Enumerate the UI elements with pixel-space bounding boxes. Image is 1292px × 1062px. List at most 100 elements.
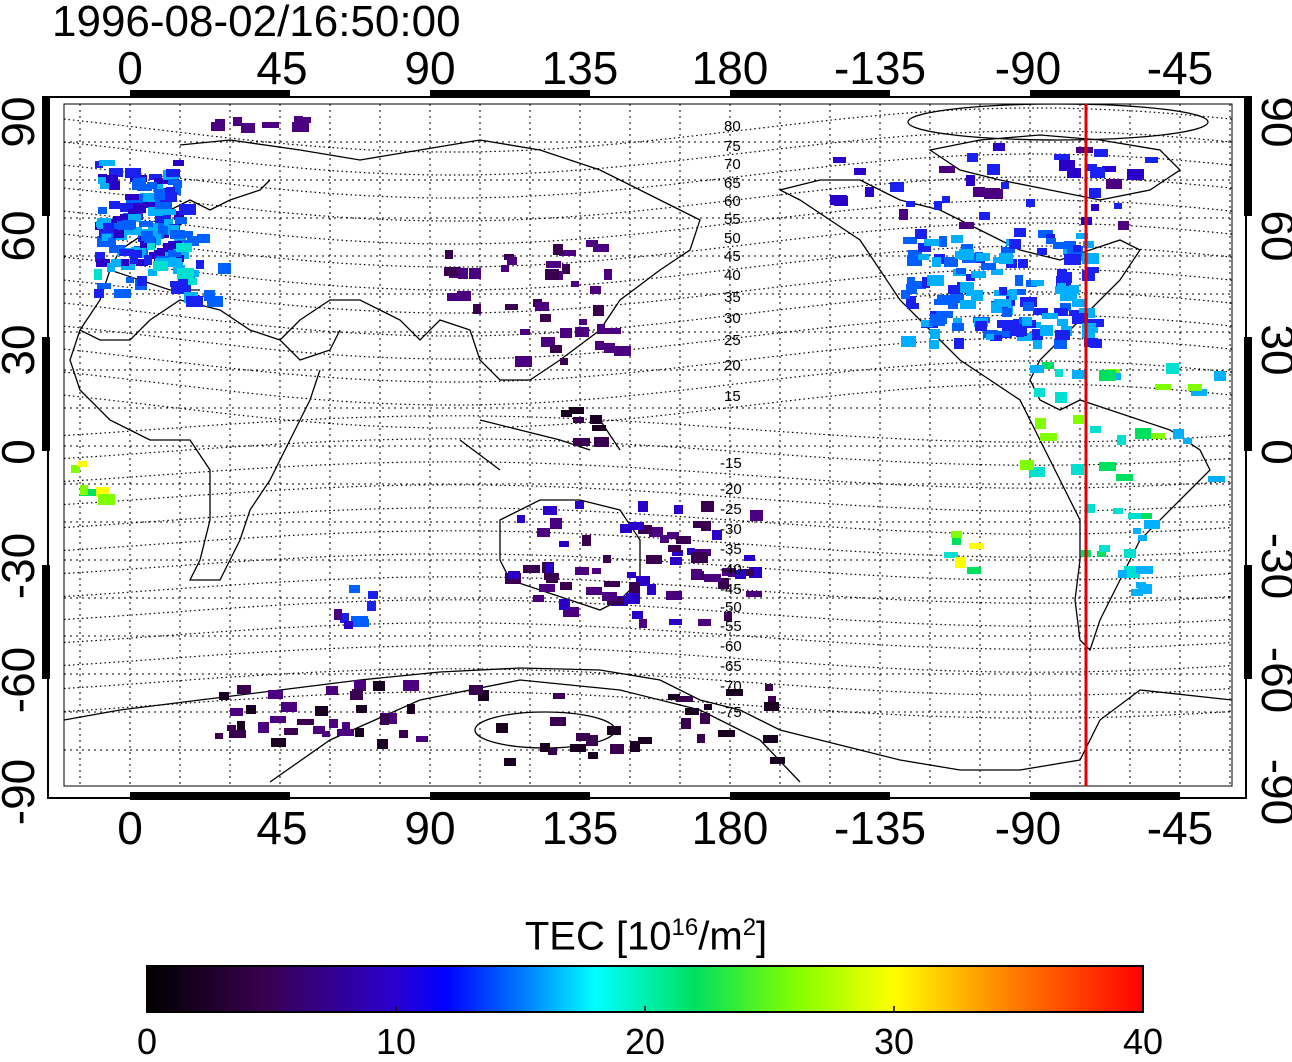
tec-cell: [960, 300, 976, 309]
tec-cell: [196, 260, 204, 269]
tec-cell: [1073, 415, 1084, 424]
tec-cell: [152, 223, 168, 234]
tec-cell: [553, 244, 563, 255]
tec-cell: [444, 267, 461, 276]
tec-cell: [128, 209, 136, 215]
tec-cell: [1038, 230, 1053, 238]
tec-cell: [154, 178, 168, 184]
tec-cell: [133, 203, 146, 213]
tec-cell: [100, 183, 117, 189]
top-lon-label: 90: [404, 42, 455, 94]
contour-line: [64, 291, 1232, 337]
right-latitude-labels: 90 60 30 0 -30 -60 -90: [1252, 96, 1292, 825]
tec-cell: [106, 175, 118, 183]
tec-cell: [1191, 389, 1207, 396]
contour-label: -45: [720, 581, 742, 598]
tec-cell: [770, 757, 785, 764]
tec-cell: [186, 296, 203, 307]
tec-cell: [907, 277, 915, 285]
tec-cell: [1082, 329, 1095, 338]
tec-cell: [586, 735, 598, 746]
tec-cell: [1031, 280, 1044, 286]
tec-cell: [966, 274, 975, 281]
tec-cell: [107, 263, 115, 272]
tec-cell: [561, 410, 572, 417]
contour-label: 20: [724, 357, 741, 374]
right-lat-label: -60: [1252, 647, 1292, 713]
tec-cell: [763, 735, 778, 743]
tec-cell: [1124, 549, 1136, 558]
tec-cell: [670, 557, 682, 565]
right-lat-label: 30: [1252, 324, 1292, 375]
tec-cell: [1014, 228, 1026, 237]
tec-cell: [573, 438, 590, 446]
tec-cell: [560, 328, 572, 338]
tec-cell: [162, 209, 176, 215]
tec-cell: [1055, 286, 1069, 294]
tec-cell: [128, 214, 141, 222]
tec-cell: [149, 174, 162, 180]
tec-cell: [120, 259, 129, 266]
tec-cell: [1116, 474, 1133, 481]
contour-line: [64, 199, 1232, 245]
tec-cell: [660, 535, 669, 543]
tec-cell: [403, 680, 419, 691]
tec-cell: [1166, 363, 1179, 374]
tec-cell: [262, 122, 279, 128]
tec-cell: [171, 283, 187, 294]
tec-cell: [136, 259, 148, 266]
tec-cell: [1117, 435, 1126, 445]
contour-label: -75: [720, 704, 742, 721]
tec-cell: [704, 704, 712, 710]
tec-cell: [154, 250, 164, 261]
tec-cell: [271, 738, 286, 747]
tec-cell: [1099, 462, 1116, 471]
tec-cell: [930, 314, 947, 324]
tec-cell: [1141, 513, 1152, 519]
tec-cell: [1002, 308, 1012, 317]
tec-cell: [955, 557, 966, 568]
contour-label: 80: [724, 118, 741, 135]
tec-cell: [447, 293, 461, 301]
contour-line: [64, 530, 1232, 558]
tec-cell: [1035, 418, 1046, 429]
tec-cell: [1114, 203, 1122, 209]
tec-cell: [915, 229, 927, 239]
tec-cell: [546, 261, 561, 268]
colorbar: [146, 965, 1144, 1013]
tec-cell: [1064, 254, 1081, 265]
tec-cell: [496, 723, 508, 733]
tec-cell: [922, 277, 930, 288]
tec-cell: [951, 531, 962, 538]
tec-cell: [1118, 570, 1127, 578]
tec-cell: [667, 532, 679, 539]
tec-cell: [929, 340, 939, 349]
tec-cell: [1022, 317, 1032, 326]
left-lat-label: -60: [0, 647, 44, 713]
tec-cell: [543, 506, 557, 515]
tec-cell: [834, 196, 848, 206]
tec-cell: [147, 239, 155, 250]
tec-cell: [712, 530, 722, 540]
tec-cell: [676, 536, 691, 544]
contour-line: [64, 360, 1232, 406]
tec-cell: [638, 737, 652, 744]
colorbar-tick-20: 20: [624, 1021, 666, 1062]
tec-cell: [125, 168, 141, 178]
tec-cell: [445, 250, 453, 259]
tec-cell: [559, 599, 570, 610]
tec-cell: [921, 320, 933, 327]
tec-cell: [1055, 369, 1063, 377]
tec-cell: [579, 319, 587, 325]
tec-cell: [377, 739, 388, 749]
tec-cell: [1099, 545, 1110, 552]
tec-cell: [975, 253, 990, 261]
contour-line: [64, 153, 1232, 199]
tec-cell: [697, 734, 705, 743]
tec-cell: [906, 296, 916, 307]
tec-cell: [582, 535, 591, 546]
tec-cell: [768, 696, 776, 705]
tec-cell: [175, 217, 184, 224]
tec-cell: [109, 201, 120, 209]
